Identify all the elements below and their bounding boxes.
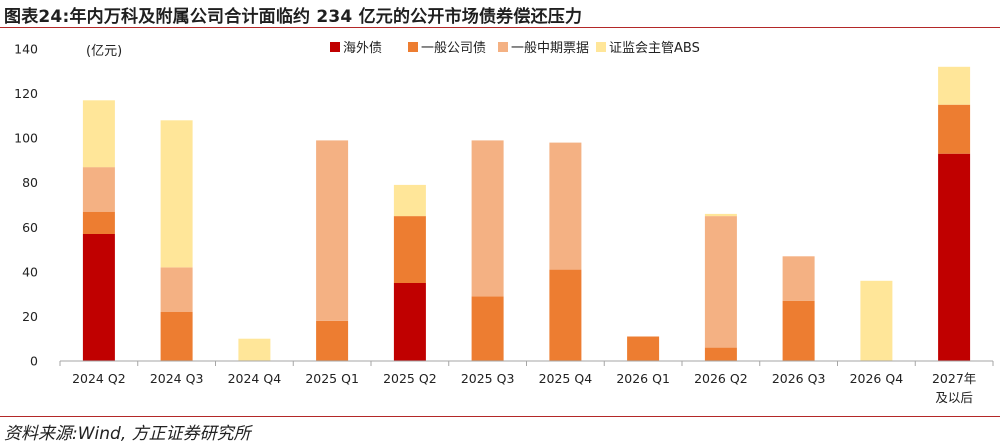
y-tick-label: 120 <box>14 86 38 101</box>
bar-segment-2 <box>627 336 660 361</box>
y-axis: 0 20 40 60 80 100 120 140 <box>14 42 38 369</box>
y-tick-label: 20 <box>22 309 38 324</box>
bar-segment-3 <box>316 140 349 321</box>
legend-swatch <box>498 42 508 52</box>
y-tick-label: 140 <box>14 42 38 57</box>
bar-segment-4 <box>393 184 426 217</box>
x-tick-label: 2026 Q2 <box>694 371 748 386</box>
bar-segment-1 <box>393 283 426 361</box>
bar-segment-3 <box>82 167 115 212</box>
x-tick-label: 2025 Q1 <box>305 371 359 386</box>
y-tick-label: 60 <box>22 220 38 235</box>
source-divider <box>0 416 1000 417</box>
bar-segment-2 <box>938 104 971 154</box>
x-axis: 2024 Q2 2024 Q3 2024 Q4 2025 Q1 2025 Q2 2025 … <box>59 360 994 405</box>
y-unit-label: (亿元) <box>86 44 122 59</box>
bar-segment-4 <box>704 213 737 217</box>
x-tick-label: 2026 Q3 <box>772 371 826 386</box>
x-tick-label: 2025 Q2 <box>383 371 437 386</box>
bar-segment-2 <box>549 269 582 361</box>
source-note: 资料来源:Wind, 方正证券研究所 <box>4 424 251 444</box>
legend-swatch <box>596 42 606 52</box>
bar-segment-4 <box>860 280 893 361</box>
x-tick-label: 2024 Q3 <box>150 371 204 386</box>
bar-segment-3 <box>160 267 193 312</box>
legend-label: 证监会主管ABS <box>609 41 700 56</box>
bar-segment-1 <box>938 153 971 361</box>
figure-title: 图表24:年内万科及附属公司合计面临约 234 亿元的公开市场债券偿还压力 <box>4 7 583 27</box>
bar-segment-4 <box>238 338 271 361</box>
legend-label: 一般公司债 <box>421 40 486 56</box>
y-tick-label: 80 <box>22 175 38 190</box>
bar-segment-2 <box>471 296 504 361</box>
bar-segment-2 <box>393 216 426 283</box>
bar-segment-4 <box>160 120 193 268</box>
y-tick-label: 40 <box>22 264 38 279</box>
legend: 海外债 一般公司债 一般中期票据 证监会主管ABS <box>330 40 700 56</box>
bar-segment-4 <box>938 66 971 105</box>
x-tick-label: 2027年 <box>932 371 976 386</box>
bar-segment-3 <box>549 142 582 270</box>
bar-segment-2 <box>82 211 115 234</box>
y-tick-label: 0 <box>30 354 38 369</box>
bar-segment-2 <box>160 312 193 361</box>
bars-layer <box>82 66 971 361</box>
bar-segment-1 <box>82 234 115 361</box>
y-tick-label: 100 <box>14 131 38 146</box>
x-tick-label: 及以后 <box>935 390 973 405</box>
bar-segment-2 <box>782 300 815 361</box>
legend-label: 一般中期票据 <box>511 40 589 56</box>
title-divider <box>0 27 1000 28</box>
bar-segment-2 <box>704 347 737 361</box>
x-tick-label: 2026 Q1 <box>616 371 670 386</box>
x-tick-label: 2025 Q4 <box>539 371 593 386</box>
legend-label: 海外债 <box>343 41 382 56</box>
bar-segment-4 <box>82 100 115 168</box>
bar-segment-3 <box>704 216 737 348</box>
bar-segment-3 <box>782 256 815 301</box>
bar-segment-2 <box>316 320 349 361</box>
legend-swatch <box>330 42 340 52</box>
x-tick-label: 2024 Q2 <box>72 371 126 386</box>
x-tick-label: 2026 Q4 <box>850 371 904 386</box>
legend-swatch <box>408 42 418 52</box>
x-tick-label: 2025 Q3 <box>461 371 515 386</box>
x-tick-label: 2024 Q4 <box>228 371 282 386</box>
bar-segment-3 <box>471 140 504 297</box>
stacked-bar-chart: (亿元) 海外债 一般公司债 一般中期票据 证监会主管ABS 0 20 40 60 80 100… <box>14 40 994 405</box>
